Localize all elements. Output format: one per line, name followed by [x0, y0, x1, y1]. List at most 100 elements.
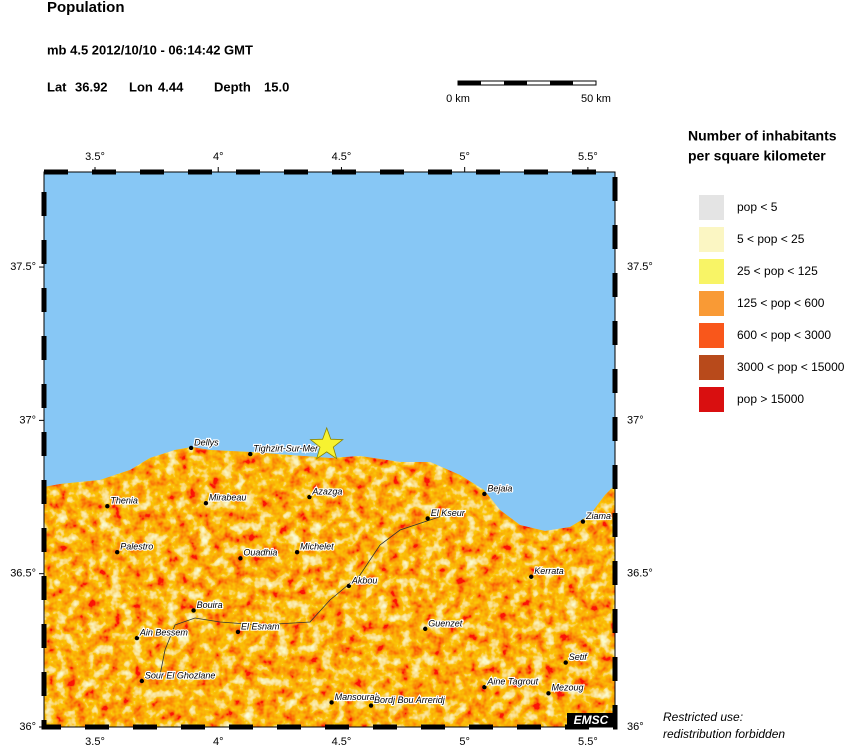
- city-dot: [238, 556, 243, 561]
- y-tick-label: 37.5°: [10, 261, 36, 273]
- y-tick-label: 36.5°: [10, 568, 36, 580]
- city-label: Mezoug: [551, 683, 583, 693]
- event-info: mb 4.5 2012/10/10 - 06:14:42 GMT: [47, 42, 253, 57]
- city-dot: [368, 703, 374, 708]
- scale-bar: [457, 80, 597, 86]
- title: Population: [47, 0, 125, 16]
- legend-swatch: [699, 355, 724, 380]
- lat-value: 36.92: [75, 79, 108, 94]
- x-tick-label: 4°: [213, 151, 224, 163]
- logo: EMSC: [574, 713, 609, 727]
- legend-swatch: [699, 323, 724, 348]
- city-label: Ouadhia: [243, 548, 277, 558]
- legend: Number of inhabitants per square kilomete…: [688, 128, 845, 412]
- logo-box: [567, 713, 615, 727]
- city-dot: [482, 491, 487, 497]
- city-dot: [105, 504, 110, 509]
- legend-label: pop > 15000: [737, 392, 804, 406]
- legend-label: 25 < pop < 125: [737, 264, 818, 278]
- legend-label: 125 < pop < 600: [737, 296, 825, 310]
- city-dot: [423, 626, 428, 632]
- footnote: redistribution forbidden: [663, 727, 785, 741]
- city-label: Sour El Ghozlane: [145, 670, 216, 680]
- city-label: Bordj Bou Arreridj: [374, 695, 446, 705]
- city-label: Setif: [569, 652, 589, 662]
- depth-label: Depth: [214, 79, 251, 94]
- lon-label: Lon: [129, 79, 153, 94]
- x-tick-label: 5°: [459, 736, 470, 748]
- city-dot: [482, 684, 487, 690]
- river: [159, 514, 446, 676]
- city-dot: [329, 700, 334, 705]
- city-label: Tighzirt-Sur-Mer: [253, 443, 319, 453]
- legend-swatch: [699, 195, 724, 220]
- legend-label: 600 < pop < 3000: [737, 328, 831, 342]
- legend-swatch: [699, 291, 724, 316]
- city-label: Mansourah: [335, 692, 380, 702]
- legend-swatch: [699, 227, 724, 252]
- city-label: Thenia: [110, 496, 138, 506]
- city-dot: [580, 519, 586, 524]
- city-label: Aine Tagrout: [486, 677, 538, 687]
- epicenter: [309, 426, 344, 460]
- city-dot: [235, 629, 241, 635]
- city-label: Dellys: [194, 437, 219, 447]
- city-label: Azazga: [311, 486, 342, 496]
- city-dot: [203, 500, 209, 506]
- legend-title: Number of inhabitants: [688, 128, 837, 144]
- city-label: Kerrata: [534, 566, 564, 576]
- legend-label: 5 < pop < 25: [737, 232, 805, 246]
- lat-label: Lat: [47, 79, 67, 94]
- y-tick-label: 36°: [19, 721, 36, 733]
- city-dot: [529, 574, 534, 579]
- city-label: Ain Bessem: [139, 627, 189, 637]
- x-tick-label: 3.5°: [85, 151, 105, 163]
- city-label: Bouira: [197, 600, 223, 610]
- city-label: El Esnam: [241, 621, 280, 631]
- city-label: Mirabeau: [209, 493, 247, 503]
- city-label: Palestro: [120, 542, 153, 552]
- legend-title: per square kilometer: [688, 148, 826, 164]
- x-tick-label: 4°: [213, 736, 224, 748]
- city-dot: [134, 635, 140, 641]
- city-dot: [188, 445, 194, 451]
- map-border: [43, 171, 616, 728]
- y-tick-label: 36°: [627, 721, 644, 733]
- y-tick-label: 37.5°: [627, 261, 653, 273]
- city-label: El Kseur: [431, 508, 466, 518]
- y-tick-label: 37°: [627, 414, 644, 426]
- lon-value: 4.44: [158, 79, 184, 94]
- city-dot: [563, 660, 568, 665]
- city-dot: [139, 678, 145, 684]
- y-tick-label: 37°: [19, 414, 36, 426]
- city-dot: [248, 451, 253, 457]
- x-tick-label: 5.5°: [578, 736, 598, 748]
- legend-label: pop < 5: [737, 200, 778, 214]
- x-tick-label: 3.5°: [85, 736, 105, 748]
- y-tick-label: 36.5°: [627, 568, 653, 580]
- city-label: Guenzet: [428, 618, 463, 628]
- city-dot: [346, 583, 352, 589]
- x-tick-label: 5.5°: [578, 151, 598, 163]
- city-label: Michelet: [300, 542, 334, 552]
- x-tick-label: 5°: [459, 151, 470, 163]
- legend-swatch: [699, 387, 724, 412]
- city-dot: [114, 550, 120, 555]
- legend-label: 3000 < pop < 15000: [737, 360, 845, 374]
- depth-value: 15.0: [264, 79, 289, 94]
- city-dot: [191, 608, 196, 613]
- x-tick-label: 4.5°: [332, 151, 352, 163]
- city-label: Bejaia: [487, 483, 512, 493]
- scale-end: 50 km: [581, 93, 611, 105]
- city-label: Ziama: [585, 511, 611, 521]
- land-texture: [44, 447, 615, 727]
- city-dot: [294, 550, 300, 555]
- city-dot: [307, 494, 312, 500]
- legend-swatch: [699, 259, 724, 284]
- city-dot: [425, 516, 430, 521]
- cities: Dellys Tighzirt-Sur-Mer Bejaia Thenia Mirabe…: [105, 426, 612, 708]
- footnote: Restricted use:: [663, 710, 743, 724]
- x-tick-label: 4.5°: [332, 736, 352, 748]
- city-dot: [546, 691, 551, 696]
